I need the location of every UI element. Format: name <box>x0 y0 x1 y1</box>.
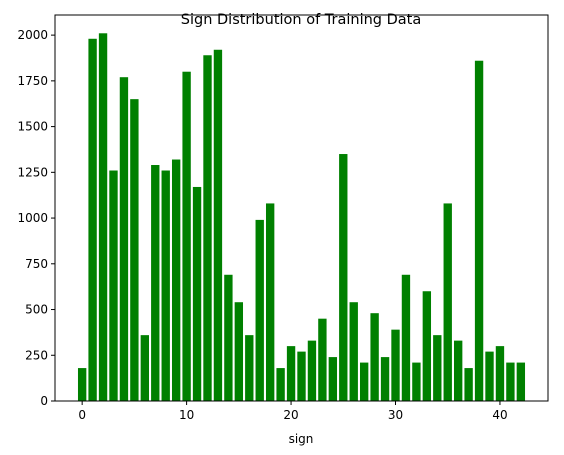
bar-sign-37 <box>464 368 473 401</box>
x-axis-label: sign <box>289 432 314 446</box>
bar-sign-0 <box>77 368 87 401</box>
bar-sign-23 <box>318 318 327 401</box>
bar-sign-25 <box>339 154 348 401</box>
bar-sign-21 <box>297 351 306 401</box>
bar-sign-34 <box>433 335 442 401</box>
bar-sign-27 <box>359 362 369 401</box>
bar-sign-28 <box>370 313 379 401</box>
bar-sign-24 <box>328 357 338 401</box>
y-axis-ticks: 0 250 500 750 1000 1250 1500 1750 2000 <box>17 28 55 408</box>
bar-sign-42 <box>516 362 526 401</box>
y-tick-label: 500 <box>25 303 48 317</box>
bar-sign-7 <box>151 165 160 401</box>
y-tick-label: 0 <box>40 394 48 408</box>
bar-sign-8 <box>161 170 170 401</box>
bar-sign-16 <box>245 335 254 401</box>
bar-sign-14 <box>224 274 233 401</box>
x-tick-label: 0 <box>78 408 86 422</box>
bar-sign-32 <box>412 362 421 401</box>
bar-sign-11 <box>192 186 202 401</box>
y-tick-label: 1250 <box>17 165 48 179</box>
bar-sign-20 <box>286 346 296 401</box>
bar-sign-17 <box>255 219 264 401</box>
bar-sign-26 <box>349 302 358 401</box>
bar-sign-9 <box>171 159 181 401</box>
bar-sign-1 <box>88 38 97 401</box>
bar-sign-40 <box>495 346 505 401</box>
bar-sign-33 <box>422 291 432 401</box>
x-tick-label: 40 <box>492 408 507 422</box>
bar-sign-10 <box>182 71 191 402</box>
bar-sign-4 <box>119 77 129 401</box>
bar-sign-22 <box>307 340 317 401</box>
bar-sign-18 <box>265 203 275 401</box>
plot-frame <box>54 14 549 402</box>
x-tick-label: 10 <box>179 408 194 422</box>
chart-title: Sign Distribution of Training Data <box>181 12 421 28</box>
x-tick-label: 30 <box>388 408 403 422</box>
bar-sign-36 <box>454 340 463 401</box>
y-tick-label: 1750 <box>17 74 48 88</box>
bars-layer <box>77 33 526 402</box>
bar-sign-13 <box>213 49 223 401</box>
bar-sign-3 <box>109 170 118 401</box>
bar-sign-29 <box>380 357 390 401</box>
y-tick-label: 2000 <box>17 28 48 42</box>
y-tick-label: 750 <box>25 257 48 271</box>
x-axis-ticks: 0 10 20 30 40 <box>78 401 508 422</box>
y-tick-label: 1500 <box>17 120 48 134</box>
bar-sign-19 <box>276 368 285 401</box>
bar-sign-31 <box>401 274 411 401</box>
bar-sign-38 <box>474 60 484 401</box>
bar-sign-2 <box>98 33 108 401</box>
bar-sign-41 <box>506 362 515 401</box>
bar-sign-30 <box>391 329 400 401</box>
y-tick-label: 1000 <box>17 211 48 225</box>
bar-sign-39 <box>485 351 494 401</box>
bar-sign-35 <box>443 203 452 401</box>
x-tick-label: 20 <box>283 408 298 422</box>
bar-sign-6 <box>140 335 150 401</box>
y-tick-label: 250 <box>25 348 48 362</box>
bar-sign-15 <box>234 302 244 401</box>
bar-sign-12 <box>203 55 212 401</box>
bar-sign-5 <box>130 99 139 402</box>
